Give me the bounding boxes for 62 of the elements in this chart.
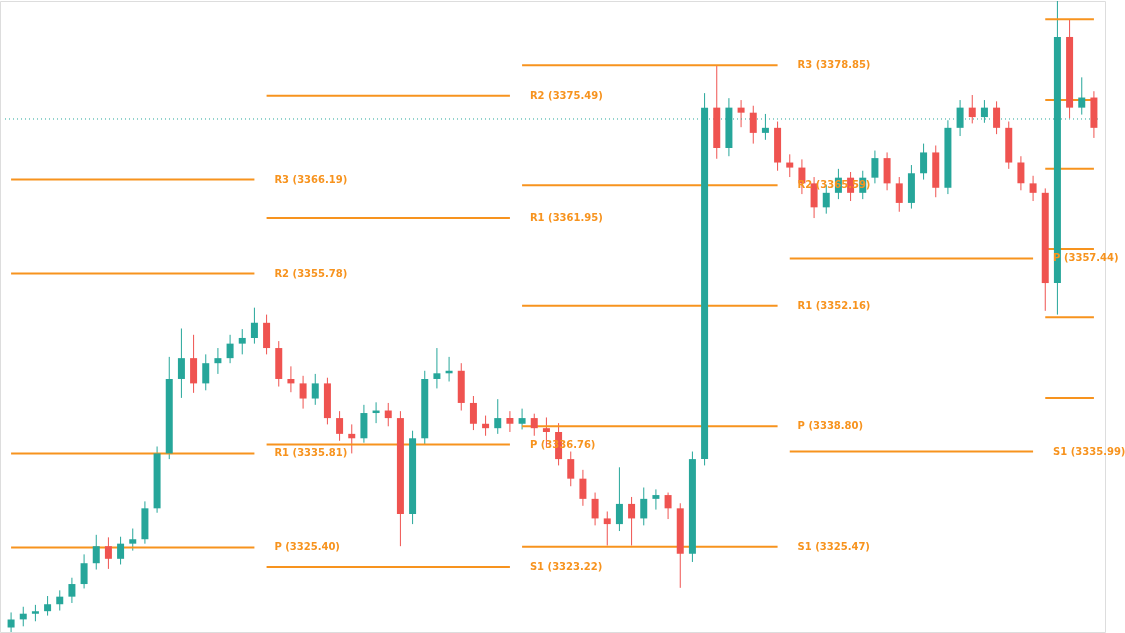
candlestick	[615, 466, 623, 532]
candlestick	[993, 100, 1001, 135]
candlestick	[299, 375, 307, 410]
candlestick	[7, 611, 15, 633]
candlestick	[968, 94, 976, 124]
candlestick	[1078, 76, 1086, 116]
candlestick	[80, 553, 88, 589]
candlestick	[1017, 155, 1025, 191]
candlestick	[202, 353, 210, 391]
candlestick	[287, 365, 295, 393]
candlestick	[737, 99, 745, 128]
candlestick	[895, 176, 903, 213]
text: R3 (3366.19)	[274, 173, 348, 185]
candlestick	[871, 150, 879, 184]
candlestick	[664, 492, 672, 520]
candlestick	[810, 176, 818, 219]
candlestick	[1029, 175, 1037, 202]
candlestick	[384, 402, 392, 427]
candlestick	[652, 488, 660, 511]
candlestick	[518, 408, 526, 430]
candlestick	[530, 413, 538, 437]
candlestick	[482, 415, 490, 437]
text: S1 (3325.47)	[797, 540, 870, 552]
candlestick	[348, 423, 356, 454]
text: R1 (3352.16)	[797, 299, 871, 311]
candlestick	[603, 510, 611, 547]
candlestick	[311, 373, 319, 406]
candlestick	[579, 469, 587, 507]
candlestick	[117, 536, 125, 565]
candlestick	[786, 153, 794, 178]
candlestick	[640, 487, 648, 526]
candlestick	[226, 334, 234, 364]
candlestick	[336, 410, 344, 442]
candlestick	[56, 589, 64, 612]
text: R1 (3361.95)	[529, 212, 603, 224]
text: R1 (3335.81)	[274, 447, 348, 459]
text: S1 (3335.99)	[1053, 445, 1125, 457]
candlestick	[506, 410, 514, 433]
text: R2 (3375.49)	[529, 89, 603, 101]
text: P (3325.40)	[274, 541, 340, 553]
text: R3 (3378.85)	[797, 59, 871, 71]
candlestick	[628, 496, 636, 547]
candlestick	[920, 143, 928, 181]
candlestick	[433, 347, 441, 389]
candlestick	[129, 528, 137, 552]
text: S1 (3323.22)	[529, 561, 603, 573]
candlestick	[238, 328, 246, 355]
candlestick	[214, 347, 222, 375]
candlestick	[250, 307, 258, 345]
text: R2 (3355.78)	[274, 267, 348, 279]
text: P (3357.44)	[1053, 252, 1119, 264]
candlestick	[469, 395, 477, 431]
candlestick	[749, 105, 757, 145]
candlestick	[567, 451, 575, 487]
candlestick	[104, 536, 112, 570]
candlestick	[591, 492, 599, 526]
candlestick	[494, 398, 502, 435]
candlestick	[177, 327, 185, 399]
candlestick	[44, 595, 52, 617]
text: P (3338.80)	[797, 420, 864, 432]
candlestick	[68, 577, 76, 604]
candlestick	[92, 534, 100, 571]
